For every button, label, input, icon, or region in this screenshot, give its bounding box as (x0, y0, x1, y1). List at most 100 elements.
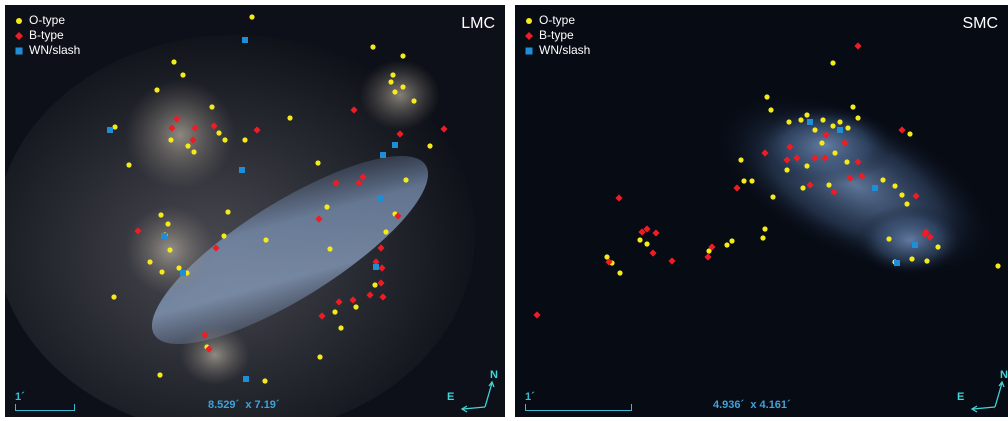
legend-b-type-label: B-type (539, 28, 574, 42)
b-type-star-marker (212, 244, 220, 252)
o-type-star-marker (904, 201, 910, 207)
o-type-star-marker (403, 177, 409, 183)
lmc-star-markers (107, 14, 448, 384)
legend-wn-slash: WN/slash (13, 43, 80, 58)
o-type-star-marker (332, 309, 338, 315)
b-type-star-marker (394, 212, 402, 220)
lmc-scale-line (15, 404, 75, 411)
smc-scale-label: 1´ (525, 391, 535, 403)
o-type-star-marker (798, 117, 804, 123)
b-type-star-marker (615, 194, 623, 202)
b-type-star-marker (191, 124, 199, 132)
smc-compass-north: N (1000, 369, 1008, 381)
lmc-scale-label: 1´ (15, 391, 25, 403)
b-type-star-marker (761, 149, 769, 157)
o-type-star-marker (770, 194, 776, 200)
o-type-star-marker (995, 263, 1001, 269)
o-type-star-marker (738, 157, 744, 163)
red-diamond-icon (13, 30, 25, 42)
o-type-star-marker (729, 238, 735, 244)
b-type-star-marker (396, 130, 404, 138)
o-type-star-marker (171, 59, 177, 65)
o-type-star-marker (637, 237, 643, 243)
wn-slash-star-marker (107, 127, 113, 133)
o-type-star-marker (837, 119, 843, 125)
lmc-width: 8.529´ (208, 399, 240, 411)
b-type-star-marker (173, 115, 181, 123)
compass-arrows-icon (970, 380, 1005, 413)
o-type-star-marker (886, 236, 892, 242)
o-type-star-marker (749, 178, 755, 184)
b-type-star-marker (377, 279, 385, 287)
b-type-star-marker (858, 172, 866, 180)
b-type-star-marker (783, 156, 791, 164)
o-type-star-marker (764, 94, 770, 100)
b-type-star-marker (806, 181, 814, 189)
wn-slash-star-marker (807, 119, 813, 125)
b-type-star-marker (378, 264, 386, 272)
o-type-star-marker (400, 53, 406, 59)
o-type-star-marker (147, 259, 153, 265)
o-type-star-marker (907, 131, 913, 137)
o-type-star-marker (222, 137, 228, 143)
lmc-sky-background (5, 5, 505, 417)
o-type-star-marker (262, 378, 268, 384)
b-type-star-marker (846, 174, 854, 182)
b-type-star-marker (733, 184, 741, 192)
lmc-compass: N E (445, 367, 498, 417)
o-type-star-marker (112, 124, 118, 130)
o-type-star-marker (832, 150, 838, 156)
o-type-star-marker (370, 44, 376, 50)
o-type-star-marker (287, 115, 293, 121)
smc-star-markers (533, 42, 1001, 319)
o-type-star-marker (249, 14, 255, 20)
o-type-star-marker (324, 204, 330, 210)
o-type-star-marker (111, 294, 117, 300)
o-type-star-marker (804, 163, 810, 169)
lmc-dimensions: 8.529´ x 7.19´ (208, 399, 280, 411)
o-type-star-marker (158, 212, 164, 218)
b-type-star-marker (921, 230, 929, 238)
o-type-star-marker (180, 72, 186, 78)
wn-slash-star-marker (380, 152, 386, 158)
o-type-star-marker (812, 127, 818, 133)
o-type-star-marker (392, 89, 398, 95)
lmc-scale-bar: 1´ (15, 391, 75, 411)
lmc-height: 7.19´ (254, 399, 280, 411)
legend-wn-slash-label: WN/slash (539, 43, 591, 57)
smc-label: SMC (962, 15, 998, 32)
o-type-star-marker (126, 162, 132, 168)
legend-b-type: B-type (13, 28, 80, 43)
o-type-star-marker (315, 160, 321, 166)
b-type-star-marker (440, 125, 448, 133)
o-type-star-marker (167, 247, 173, 253)
b-type-star-marker (793, 154, 801, 162)
yellow-circle-icon (13, 15, 25, 27)
o-type-star-marker (400, 84, 406, 90)
b-type-star-marker (201, 331, 209, 339)
o-type-star-marker (935, 244, 941, 250)
lmc-legend: O-type B-type WN/slash (13, 13, 80, 58)
o-type-star-marker (390, 72, 396, 78)
o-type-star-marker (786, 119, 792, 125)
b-type-star-marker (649, 249, 657, 257)
wn-slash-star-marker (243, 376, 249, 382)
b-type-star-marker (704, 253, 712, 261)
blue-square-icon (523, 45, 535, 57)
b-type-star-marker (533, 311, 541, 319)
b-type-star-marker (643, 225, 651, 233)
yellow-circle-icon (523, 15, 535, 27)
o-type-star-marker (855, 115, 861, 121)
o-type-star-marker (427, 143, 433, 149)
legend-wn-slash-label: WN/slash (29, 43, 81, 57)
b-type-star-marker (377, 244, 385, 252)
b-type-star-marker (821, 154, 829, 162)
lmc-compass-east: E (447, 391, 455, 403)
o-type-star-marker (327, 246, 333, 252)
legend-b-type: B-type (523, 28, 590, 43)
wn-slash-star-marker (373, 264, 379, 270)
b-type-star-marker (912, 192, 920, 200)
b-type-star-marker (898, 126, 906, 134)
wn-slash-star-marker (894, 260, 900, 266)
smc-compass: N E (955, 367, 1008, 417)
